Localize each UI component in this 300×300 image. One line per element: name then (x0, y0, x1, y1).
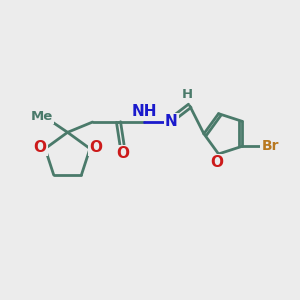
Text: NH: NH (132, 104, 157, 119)
Text: O: O (211, 155, 224, 170)
Text: Br: Br (262, 139, 279, 153)
Text: Me: Me (31, 110, 53, 123)
Text: O: O (89, 140, 102, 154)
Text: O: O (116, 146, 129, 161)
Text: O: O (33, 140, 46, 154)
Text: H: H (182, 88, 193, 101)
Text: N: N (165, 114, 178, 129)
